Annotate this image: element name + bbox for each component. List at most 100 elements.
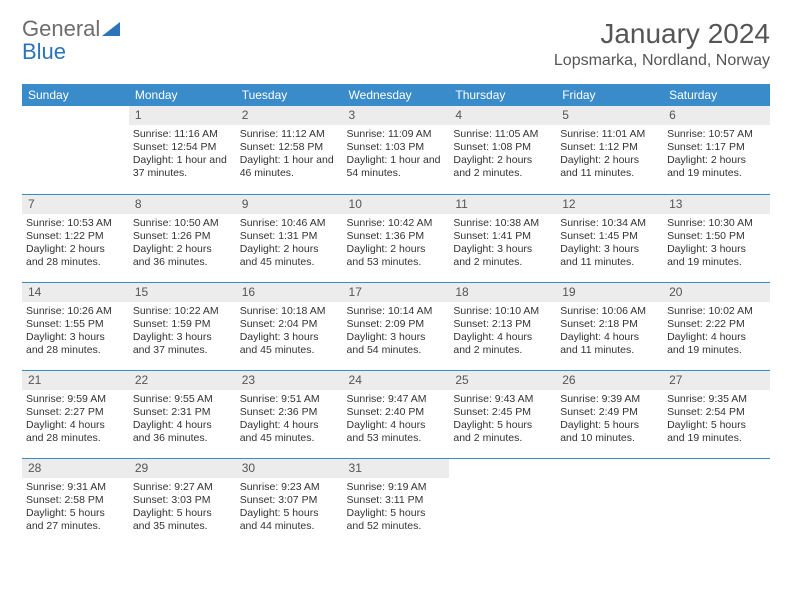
day-number: 4 <box>449 106 556 125</box>
day-cell: 14Sunrise: 10:26 AMSunset: 1:55 PMDaylig… <box>22 282 129 370</box>
sunrise-text: Sunrise: 9:39 AM <box>560 393 659 406</box>
location: Lopsmarka, Nordland, Norway <box>554 52 770 70</box>
daylight-text: Daylight: 4 hours and 53 minutes. <box>347 419 446 445</box>
day-cell: 9Sunrise: 10:46 AMSunset: 1:31 PMDayligh… <box>236 194 343 282</box>
daylight-text: Daylight: 2 hours and 36 minutes. <box>133 243 232 269</box>
day-cell: 10Sunrise: 10:42 AMSunset: 1:36 PMDaylig… <box>343 194 450 282</box>
weekday-header: Friday <box>556 84 663 106</box>
sunset-text: Sunset: 1:41 PM <box>453 230 552 243</box>
sunrise-text: Sunrise: 11:09 AM <box>347 128 446 141</box>
day-number: 2 <box>236 106 343 125</box>
sunset-text: Sunset: 2:04 PM <box>240 318 339 331</box>
sunset-text: Sunset: 12:58 PM <box>240 141 339 154</box>
daylight-text: Daylight: 5 hours and 2 minutes. <box>453 419 552 445</box>
day-number: 29 <box>129 459 236 478</box>
day-cell: 16Sunrise: 10:18 AMSunset: 2:04 PMDaylig… <box>236 282 343 370</box>
sunrise-text: Sunrise: 11:12 AM <box>240 128 339 141</box>
sunset-text: Sunset: 3:03 PM <box>133 494 232 507</box>
sunrise-text: Sunrise: 10:18 AM <box>240 305 339 318</box>
daylight-text: Daylight: 2 hours and 53 minutes. <box>347 243 446 269</box>
daylight-text: Daylight: 4 hours and 36 minutes. <box>133 419 232 445</box>
sunrise-text: Sunrise: 11:01 AM <box>560 128 659 141</box>
day-cell: 7Sunrise: 10:53 AMSunset: 1:22 PMDayligh… <box>22 194 129 282</box>
day-number: 10 <box>343 195 450 214</box>
day-number: 8 <box>129 195 236 214</box>
sunrise-text: Sunrise: 9:51 AM <box>240 393 339 406</box>
sunrise-text: Sunrise: 9:47 AM <box>347 393 446 406</box>
sunrise-text: Sunrise: 9:43 AM <box>453 393 552 406</box>
sunrise-text: Sunrise: 10:50 AM <box>133 217 232 230</box>
daylight-text: Daylight: 4 hours and 19 minutes. <box>667 331 766 357</box>
daylight-text: Daylight: 2 hours and 19 minutes. <box>667 154 766 180</box>
sunrise-text: Sunrise: 9:31 AM <box>26 481 125 494</box>
sunset-text: Sunset: 1:03 PM <box>347 141 446 154</box>
week-row: 21Sunrise: 9:59 AMSunset: 2:27 PMDayligh… <box>22 370 770 458</box>
day-cell: 6Sunrise: 10:57 AMSunset: 1:17 PMDayligh… <box>663 106 770 194</box>
week-row: 14Sunrise: 10:26 AMSunset: 1:55 PMDaylig… <box>22 282 770 370</box>
sunset-text: Sunset: 1:12 PM <box>560 141 659 154</box>
daylight-text: Daylight: 3 hours and 45 minutes. <box>240 331 339 357</box>
sunrise-text: Sunrise: 9:59 AM <box>26 393 125 406</box>
sunrise-text: Sunrise: 10:02 AM <box>667 305 766 318</box>
sunrise-text: Sunrise: 9:23 AM <box>240 481 339 494</box>
day-number: 28 <box>22 459 129 478</box>
week-row: 28Sunrise: 9:31 AMSunset: 2:58 PMDayligh… <box>22 458 770 546</box>
sunset-text: Sunset: 1:26 PM <box>133 230 232 243</box>
sunset-text: Sunset: 1:55 PM <box>26 318 125 331</box>
daylight-text: Daylight: 1 hour and 54 minutes. <box>347 154 446 180</box>
day-number: 5 <box>556 106 663 125</box>
weekday-header: Thursday <box>449 84 556 106</box>
sunrise-text: Sunrise: 10:14 AM <box>347 305 446 318</box>
day-cell: 22Sunrise: 9:55 AMSunset: 2:31 PMDayligh… <box>129 370 236 458</box>
sunset-text: Sunset: 3:11 PM <box>347 494 446 507</box>
sunrise-text: Sunrise: 10:46 AM <box>240 217 339 230</box>
day-cell: 25Sunrise: 9:43 AMSunset: 2:45 PMDayligh… <box>449 370 556 458</box>
daylight-text: Daylight: 5 hours and 10 minutes. <box>560 419 659 445</box>
day-cell <box>449 458 556 546</box>
daylight-text: Daylight: 3 hours and 28 minutes. <box>26 331 125 357</box>
day-cell: 4Sunrise: 11:05 AMSunset: 1:08 PMDayligh… <box>449 106 556 194</box>
sunset-text: Sunset: 2:22 PM <box>667 318 766 331</box>
weekday-header: Sunday <box>22 84 129 106</box>
logo: General Blue <box>22 18 120 63</box>
title-block: January 2024 Lopsmarka, Nordland, Norway <box>554 18 770 70</box>
sunrise-text: Sunrise: 11:05 AM <box>453 128 552 141</box>
sunrise-text: Sunrise: 11:16 AM <box>133 128 232 141</box>
weekday-header: Wednesday <box>343 84 450 106</box>
week-row: 1Sunrise: 11:16 AMSunset: 12:54 PMDaylig… <box>22 106 770 194</box>
day-cell: 12Sunrise: 10:34 AMSunset: 1:45 PMDaylig… <box>556 194 663 282</box>
daylight-text: Daylight: 4 hours and 45 minutes. <box>240 419 339 445</box>
day-number: 1 <box>129 106 236 125</box>
day-cell: 28Sunrise: 9:31 AMSunset: 2:58 PMDayligh… <box>22 458 129 546</box>
day-cell: 23Sunrise: 9:51 AMSunset: 2:36 PMDayligh… <box>236 370 343 458</box>
day-cell: 24 Sunrise: 9:47 AMSunset: 2:40 PMDayligh… <box>343 370 450 458</box>
day-cell: 1Sunrise: 11:16 AMSunset: 12:54 PMDaylig… <box>129 106 236 194</box>
sunset-text: Sunset: 2:58 PM <box>26 494 125 507</box>
sunset-text: Sunset: 1:31 PM <box>240 230 339 243</box>
sunset-text: Sunset: 2:45 PM <box>453 406 552 419</box>
day-number: 7 <box>22 195 129 214</box>
sunrise-text: Sunrise: 9:19 AM <box>347 481 446 494</box>
day-cell: 2Sunrise: 11:12 AMSunset: 12:58 PMDaylig… <box>236 106 343 194</box>
sunset-text: Sunset: 1:59 PM <box>133 318 232 331</box>
day-cell <box>663 458 770 546</box>
day-cell: 31Sunrise: 9:19 AMSunset: 3:11 PMDayligh… <box>343 458 450 546</box>
day-number: 24 <box>343 371 450 390</box>
sunset-text: Sunset: 1:22 PM <box>26 230 125 243</box>
sunrise-text: Sunrise: 10:38 AM <box>453 217 552 230</box>
daylight-text: Daylight: 2 hours and 45 minutes. <box>240 243 339 269</box>
sunset-text: Sunset: 1:17 PM <box>667 141 766 154</box>
sunrise-text: Sunrise: 10:42 AM <box>347 217 446 230</box>
day-cell <box>556 458 663 546</box>
sunset-text: Sunset: 2:40 PM <box>347 406 446 419</box>
day-cell: 3Sunrise: 11:09 AMSunset: 1:03 PMDayligh… <box>343 106 450 194</box>
logo-triangle-icon <box>102 20 120 41</box>
sunset-text: Sunset: 2:09 PM <box>347 318 446 331</box>
day-cell: 11Sunrise: 10:38 AMSunset: 1:41 PMDaylig… <box>449 194 556 282</box>
daylight-text: Daylight: 2 hours and 11 minutes. <box>560 154 659 180</box>
day-number: 14 <box>22 283 129 302</box>
day-number: 15 <box>129 283 236 302</box>
daylight-text: Daylight: 2 hours and 28 minutes. <box>26 243 125 269</box>
sunrise-text: Sunrise: 9:55 AM <box>133 393 232 406</box>
day-number: 27 <box>663 371 770 390</box>
